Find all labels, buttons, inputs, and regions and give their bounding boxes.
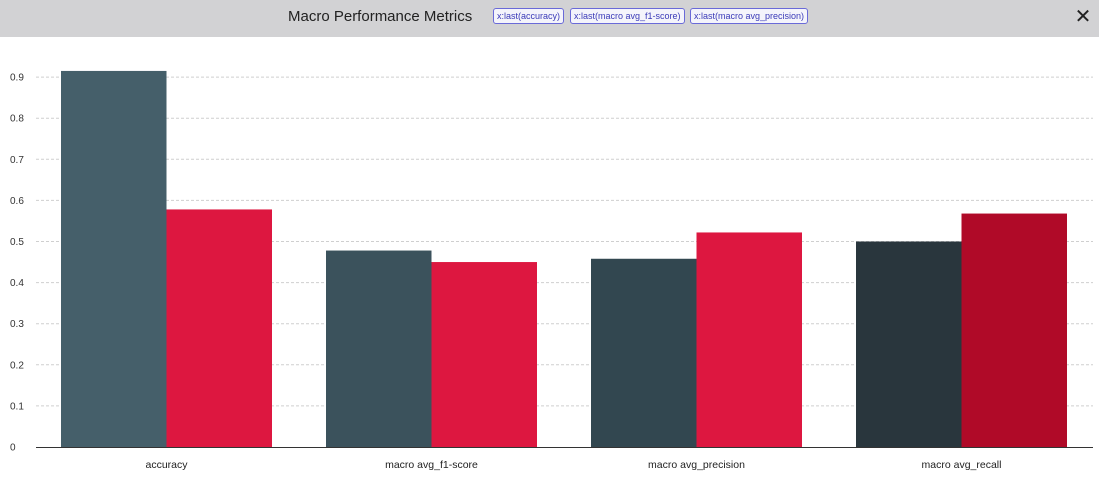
bar-red-1 [431, 262, 537, 447]
chart-title: Macro Performance Metrics [288, 8, 473, 25]
y-tick-label: 0.4 [10, 278, 24, 289]
filter-tag-f1-score[interactable]: x:last(macro avg_f1-score) [570, 8, 685, 24]
bar-dark-0 [61, 70, 167, 447]
close-icon[interactable]: ✕ [1074, 6, 1092, 28]
y-tick-label: 0.3 [10, 319, 24, 330]
y-tick-label: 0.2 [10, 360, 24, 371]
y-tick-label: 0.8 [10, 114, 24, 125]
y-tick-label: 0 [10, 443, 16, 454]
bar-dark-3 [856, 241, 962, 447]
filter-tag-accuracy[interactable]: x:last(accuracy) [493, 8, 565, 24]
y-tick-label: 0.6 [10, 196, 24, 207]
y-tick-label: 0.5 [10, 237, 24, 248]
bar-dark-2 [591, 258, 697, 447]
x-tick-label: accuracy [145, 459, 188, 471]
bar-red-3 [961, 213, 1067, 447]
bar-dark-1 [326, 250, 432, 447]
y-tick-label: 0.1 [10, 401, 24, 412]
bar-red-2 [696, 232, 802, 447]
x-tick-label: macro avg_f1-score [385, 459, 478, 471]
filter-tag-precision[interactable]: x:last(macro avg_precision) [690, 8, 809, 24]
x-tick-label: macro avg_precision [648, 459, 745, 471]
bar-chart: 0 0.1 0.2 0.3 0.4 0.5 0.6 0.7 0.8 0.9 accuracy macr… [10, 70, 1093, 471]
y-tick-label: 0.9 [10, 73, 24, 84]
bar-red-0 [166, 209, 272, 447]
chart-header: Macro Performance Metrics x:last(accurac… [0, 0, 1099, 37]
y-tick-label: 0.7 [10, 155, 24, 166]
x-tick-label: macro avg_recall [922, 459, 1002, 471]
